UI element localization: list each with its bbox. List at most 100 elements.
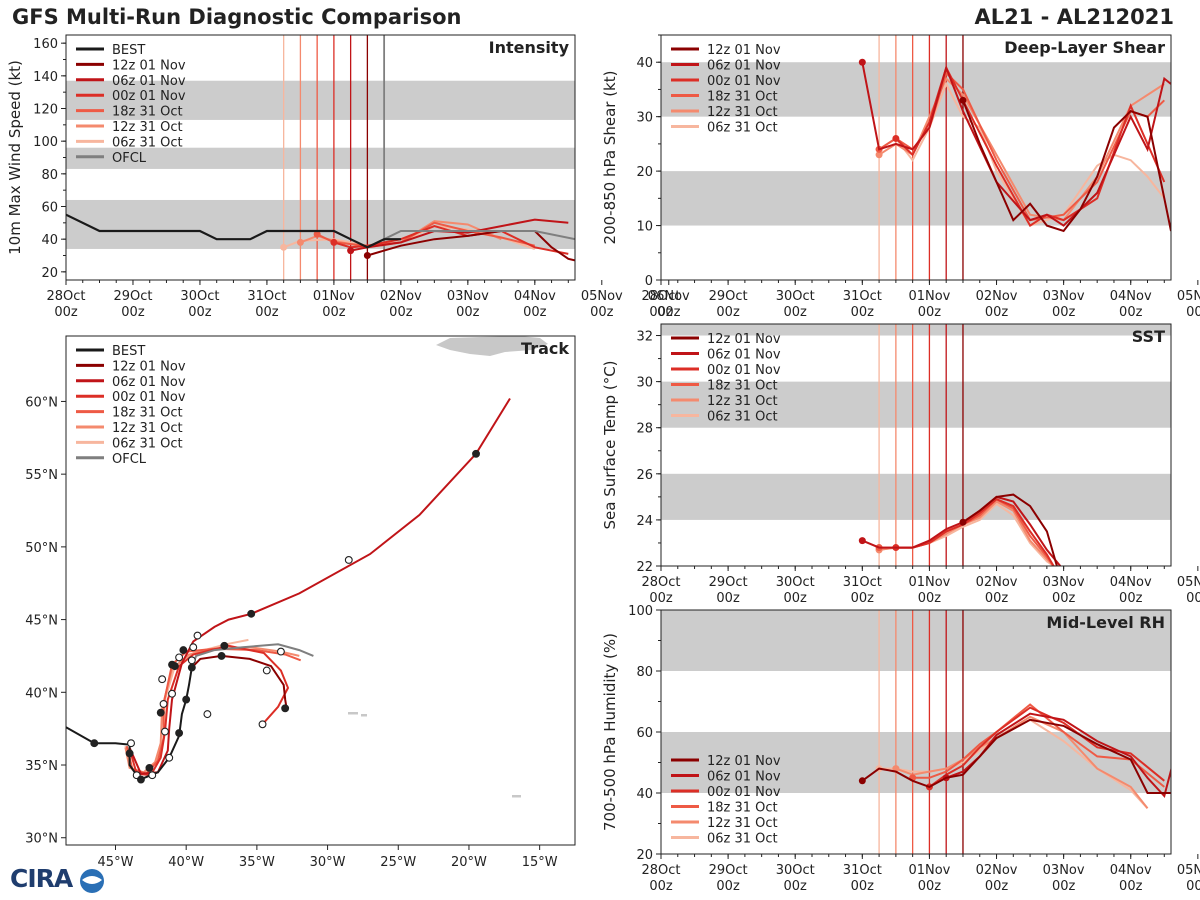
y-axis-label: 700-500 hPa Humidity (%) [601, 633, 619, 831]
x-tick-label-hour: 00z [121, 305, 145, 320]
x-tick-label-hour: 00z [1052, 879, 1076, 894]
lat-tick-label: 50°N [25, 541, 58, 556]
lon-tick-label: 20°W [451, 855, 487, 870]
x-tick-label-hour: 00z [1119, 879, 1143, 894]
panel-title: SST [1132, 327, 1165, 346]
shaded-band [661, 381, 1171, 428]
y-tick-label: 120 [33, 103, 58, 118]
y-tick-label: 22 [636, 560, 653, 575]
y-tick-label: 40 [636, 56, 653, 71]
x-tick-label-date: 01Nov [313, 289, 355, 304]
x-tick-label-date: 03Nov [1043, 575, 1085, 590]
track-marker [179, 646, 188, 655]
track-marker [247, 609, 256, 618]
track-marker [203, 710, 212, 719]
series-line-ofcl [383, 230, 575, 241]
x-tick-label-date: 28Oct [641, 575, 680, 590]
legend-label-06z-01-nov: 06z 01 Nov [707, 59, 781, 74]
legend-label-00z-01-nov: 00z 01 Nov [707, 74, 781, 89]
figure-title: GFS Multi-Run Diagnostic Comparison [12, 5, 462, 29]
x-tick-label-date: 01Nov [908, 575, 950, 590]
series-line-06z-31-oct [878, 81, 1166, 227]
x-tick-label-hour: 00z [1186, 591, 1200, 606]
x-tick-label-date: 03Nov [447, 289, 489, 304]
x-tick-label-date: 02Nov [380, 289, 422, 304]
y-tick-label: 0 [645, 274, 653, 289]
x-tick-label-hour: 00z [54, 305, 78, 320]
x-tick-label-hour: 00z [985, 305, 1009, 320]
track-marker [187, 663, 196, 672]
panel-intensity: 2040608010012014016028Oct00z29Oct00z30Oc… [6, 34, 690, 320]
track-marker [258, 720, 267, 729]
madeira-island [512, 795, 521, 798]
plot-frame [65, 335, 576, 846]
series-line-00z-01-nov [333, 225, 569, 255]
panel-shear: 01020304028Oct00z29Oct00z30Oct00z31Oct00… [601, 34, 1200, 320]
legend-label-ofcl: OFCL [112, 151, 147, 166]
x-tick-label-date: 04Nov [1110, 289, 1152, 304]
x-tick-label-date: 01Nov [908, 289, 950, 304]
lon-tick-label: 30°W [310, 855, 346, 870]
x-tick-label-date: 05Nov [1177, 289, 1200, 304]
cira-logo: CIRA [4, 864, 108, 896]
x-tick-label-date: 28Oct [46, 289, 85, 304]
shaded-band [661, 610, 1171, 671]
x-tick-label-hour: 00z [851, 879, 875, 894]
y-tick-label: 100 [628, 604, 653, 619]
legend-label-06z-31-oct: 06z 31 Oct [112, 436, 183, 451]
legend-label-00z-01-nov: 00z 01 Nov [707, 785, 781, 800]
init-point-06z-01-nov [858, 537, 866, 545]
plot-frame [660, 323, 1172, 567]
x-tick-label-date: 02Nov [976, 863, 1018, 878]
x-tick-label-date: 05Nov [581, 289, 623, 304]
x-tick-label-hour: 00z [322, 305, 346, 320]
x-tick-label-hour: 00z [1119, 591, 1143, 606]
series-line-12z-01-nov [861, 718, 1171, 794]
y-axis-label: 10m Max Wind Speed (kt) [6, 60, 24, 255]
lon-tick-label: 35°W [239, 855, 275, 870]
lat-tick-label: 45°N [25, 614, 58, 629]
legend-label-06z-31-oct: 06z 31 Oct [707, 410, 778, 425]
y-axis-label: 200-850 hPa Shear (kt) [601, 71, 619, 245]
plot-frame [660, 34, 1172, 281]
track-line-06z-01-nov [128, 397, 511, 775]
lat-tick-label: 60°N [25, 395, 58, 410]
init-point-06z-31-oct [280, 243, 288, 251]
y-tick-label: 32 [636, 330, 653, 345]
y-tick-label: 30 [636, 376, 653, 391]
cira-logo-text: CIRA [10, 864, 73, 893]
y-tick-label: 20 [636, 848, 653, 863]
track-marker [165, 753, 174, 762]
lat-tick-label: 30°N [25, 832, 58, 847]
panel-title: Intensity [489, 38, 570, 57]
x-tick-label-hour: 00z [1052, 591, 1076, 606]
series-line-12z-01-nov [962, 493, 1058, 566]
init-point-12z-31-oct [875, 151, 883, 159]
lon-tick-label: 25°W [380, 855, 416, 870]
legend-label-12z-31-oct: 12z 31 Oct [112, 120, 183, 135]
legend-label-12z-01-nov: 12z 01 Nov [707, 43, 781, 58]
storm-id-title: AL21 - AL212021 [974, 5, 1175, 29]
track-marker [175, 653, 184, 662]
x-tick-label-hour: 00z [1186, 305, 1200, 320]
init-point-00z-01-nov [892, 134, 900, 142]
init-point-12z-01-nov [959, 518, 967, 526]
series-line-00z-01-nov [895, 65, 1166, 228]
y-tick-label: 60 [41, 201, 58, 216]
y-tick-label: 80 [636, 665, 653, 680]
x-tick-label-hour: 00z [918, 305, 942, 320]
x-tick-label-hour: 00z [389, 305, 413, 320]
init-point-12z-31-oct [296, 238, 304, 246]
x-tick-label-date: 31Oct [843, 863, 882, 878]
x-tick-label-hour: 00z [918, 591, 942, 606]
y-tick-label: 40 [636, 787, 653, 802]
y-tick-label: 24 [636, 514, 653, 529]
x-tick-label-date: 29Oct [709, 289, 748, 304]
track-marker [472, 449, 480, 458]
y-tick-label: 30 [636, 111, 653, 126]
x-tick-label-date: 31Oct [843, 289, 882, 304]
x-tick-label-hour: 00z [1186, 879, 1200, 894]
track-marker [170, 662, 179, 671]
series-line-00z-01-nov [895, 498, 1055, 566]
